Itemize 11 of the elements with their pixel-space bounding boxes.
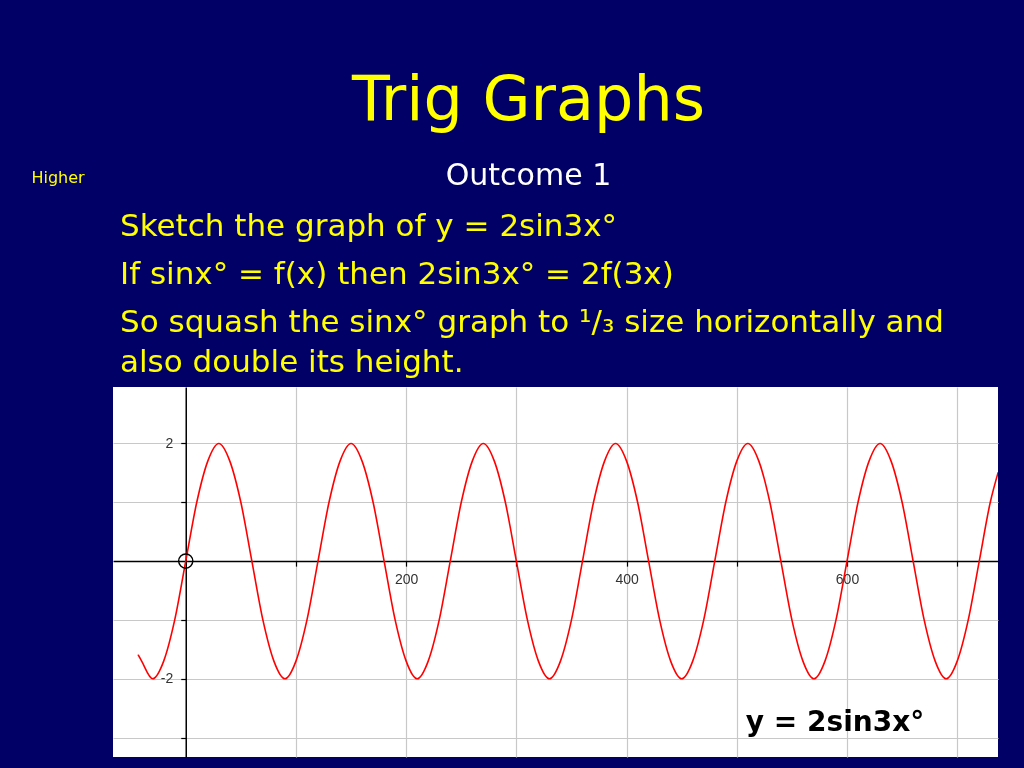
text: Higher (31, 168, 86, 187)
chart-subtitle: Outcome 1 (445, 157, 612, 192)
annotation: y = 2sin3x° (745, 705, 925, 738)
y-tick-label: -2 (160, 670, 174, 687)
text: If sinx° = f(x) then 2sin3x° = 2f(3x) (120, 255, 674, 291)
x-tick-label: 200 (394, 570, 419, 587)
text: Sketch the graph of y = 2sin3x° (120, 207, 618, 243)
text: So squash the sinx° graph to ¹/₃ size horizontally and also double its height. (120, 303, 944, 379)
chart-title: Trig Graphs (350, 62, 706, 135)
x-tick-label: 400 (615, 570, 639, 587)
y-tick-label: 2 (165, 434, 174, 451)
